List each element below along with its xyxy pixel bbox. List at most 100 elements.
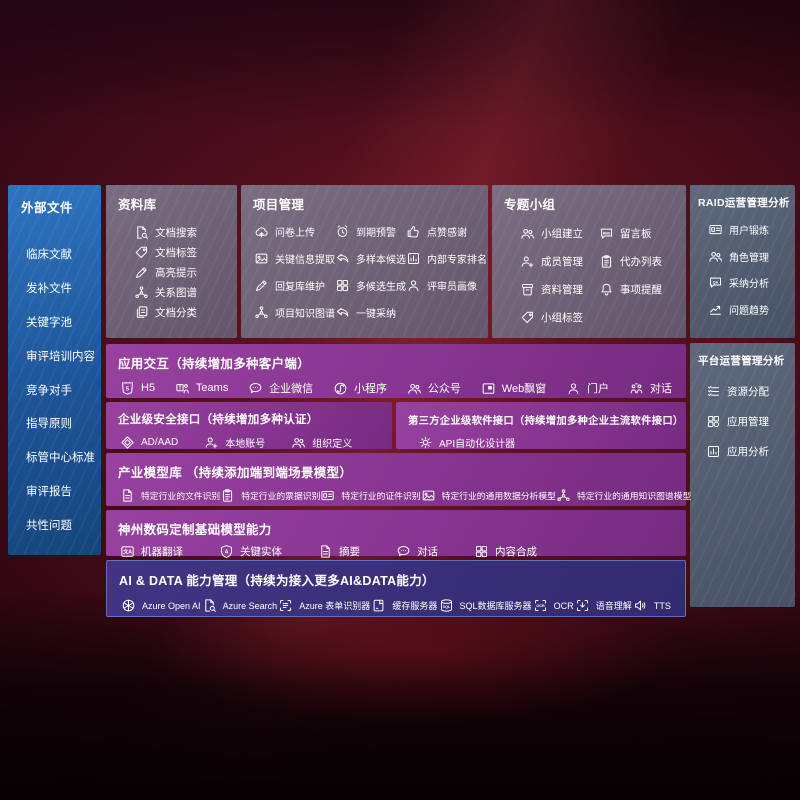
list-item[interactable]: 组织定义 (291, 435, 352, 450)
list-item[interactable]: 本地账号 (204, 435, 265, 450)
web-popup-icon (481, 381, 496, 396)
user-id-card-icon (708, 222, 723, 237)
azure-search-icon (202, 598, 217, 613)
industry-model-library-panel: 产业模型库 （持续添加端到端场景模型） 特定行业的文件识别 特定行业的票据识别 … (106, 453, 691, 506)
list-item[interactable]: 应用管理 (706, 414, 791, 429)
qa-chat-icon (708, 275, 723, 290)
list-item[interactable]: 评审员画像 (406, 278, 487, 293)
item-label: 点赞感谢 (427, 228, 467, 239)
item-label: 成员管理 (541, 256, 583, 268)
list-item[interactable]: 内部专家排名 (406, 251, 487, 266)
sidebar-items: 临床文献 发补文件 关键字池 审评培训内容 竞争对手 指导原则 标管中心标准 审… (21, 216, 95, 535)
list-item[interactable]: 缓存服务器 (371, 598, 437, 613)
list-item[interactable]: 用户锻炼 (708, 222, 789, 237)
list-item[interactable]: 事项提醒 (599, 282, 662, 297)
list-item[interactable]: 文档分类 (134, 305, 231, 320)
item-label: 一键采纳 (356, 309, 396, 320)
documents-icon (134, 305, 149, 320)
list-item[interactable]: 高亮提示 (134, 265, 231, 280)
list-item[interactable]: 对话 (629, 380, 672, 396)
list-item[interactable]: 资源分配 (706, 384, 791, 399)
list-item[interactable]: 内容合成 (474, 544, 537, 559)
project-management-panel: 项目管理 问卷上传 到期预警 点赞感谢 关键信息提取 多样本候选 内部专家排名 … (241, 185, 488, 338)
sidebar-item-guidelines[interactable]: 指导原则 (26, 418, 72, 431)
list-item[interactable]: 项目知识图谱 (254, 305, 335, 320)
list-item[interactable]: 语音理解 (575, 598, 632, 613)
list-item[interactable]: 文档搜索 (134, 225, 231, 240)
list-item[interactable]: SQL数据库服务器 (439, 598, 532, 613)
list-item[interactable]: 小程序 (333, 380, 387, 396)
list-item[interactable]: 角色管理 (708, 249, 789, 264)
list-item[interactable]: AD/AAD (120, 435, 178, 450)
item-label: 资料管理 (541, 284, 583, 296)
list-item[interactable]: H5 (120, 381, 155, 396)
list-item[interactable]: 采纳分析 (708, 275, 789, 290)
list-item[interactable]: 门户 (566, 380, 609, 396)
panel-title: 平台运营管理分析 (698, 355, 785, 367)
app-interaction-panel: 应用交互（持续增加多种客户端） H5 Teams 企业微信 小程序 公众号 We… (106, 344, 686, 398)
sidebar-item-common-issues[interactable]: 共性问题 (26, 520, 72, 532)
list-item[interactable]: Azure 表单识别器 (278, 598, 370, 613)
list-item[interactable]: 特定行业的通用知识图谱模型 (556, 488, 691, 503)
list-item[interactable]: 文档标签 (134, 245, 231, 260)
item-label: API自动化设计器 (439, 439, 516, 450)
list-item[interactable]: 关键实体 (219, 544, 282, 559)
list-item[interactable]: 对话 (396, 544, 438, 559)
list-item[interactable]: OCR (533, 598, 574, 613)
receipt-recognition-icon (220, 488, 235, 503)
trend-chart-icon (708, 302, 723, 317)
list-item[interactable]: 应用分析 (706, 444, 791, 459)
list-item[interactable]: 小组标签 (520, 310, 583, 325)
resource-list-icon (706, 384, 721, 399)
sidebar-item-review-reports[interactable]: 审评报告 (26, 486, 72, 499)
list-item[interactable]: 特定行业的票据识别 (220, 488, 320, 503)
list-item[interactable]: Web飘窗 (481, 380, 546, 396)
list-item[interactable]: 资料管理 (520, 282, 583, 297)
speech-understanding-icon (575, 598, 590, 613)
list-item[interactable]: API自动化设计器 (418, 435, 515, 450)
h5-icon (120, 381, 135, 396)
list-item[interactable]: 成员管理 (520, 254, 583, 269)
sidebar-item-review-training[interactable]: 审评培训内容 (26, 350, 95, 363)
item-label: 代办列表 (620, 256, 662, 268)
item-label: 用户锻炼 (729, 226, 769, 237)
item-label: 资源分配 (727, 386, 769, 398)
sidebar-item-center-standards[interactable]: 标管中心标准 (26, 452, 95, 465)
list-item[interactable]: 特定行业的通用数据分析模型 (421, 488, 556, 503)
list-item[interactable]: 机器翻译 (120, 544, 183, 559)
translate-icon (120, 544, 135, 559)
sidebar-item-clinical-literature[interactable]: 临床文献 (26, 249, 72, 261)
list-item[interactable]: 关键信息提取 (254, 251, 335, 266)
list-item[interactable]: 特定行业的文件识别 (120, 488, 220, 503)
item-label: 文档搜索 (155, 227, 197, 239)
app-analysis-icon (706, 444, 721, 459)
list-item[interactable]: 到期预警 (335, 224, 406, 239)
raid-operations-panel: RAID运营管理分析 用户锻炼 角色管理 采纳分析 问题趋势 (690, 185, 795, 338)
list-item[interactable]: 多候选生成 (335, 278, 406, 293)
list-item[interactable]: 问题趋势 (708, 302, 789, 317)
list-item[interactable]: 一键采纳 (335, 305, 406, 320)
list-item[interactable]: 摘要 (318, 544, 360, 559)
dialog-icon (629, 381, 644, 396)
list-item[interactable]: Azure Search (202, 598, 277, 613)
list-item[interactable]: 企业微信 (248, 380, 313, 396)
list-item[interactable]: TTS (633, 598, 671, 613)
sidebar-item-keyword-pool[interactable]: 关键字池 (26, 316, 72, 329)
list-item[interactable]: 公众号 (407, 380, 461, 396)
portal-icon (566, 381, 581, 396)
list-item[interactable]: 点赞感谢 (406, 224, 487, 239)
list-item[interactable]: 代办列表 (599, 254, 662, 269)
list-item[interactable]: 问卷上传 (254, 224, 335, 239)
list-item[interactable]: 关系图谱 (134, 285, 231, 300)
list-item[interactable]: 回复库维护 (254, 278, 335, 293)
sidebar-item-supplement-files[interactable]: 发补文件 (26, 282, 72, 295)
item-label: 应用分析 (727, 446, 769, 458)
list-item[interactable]: 多样本候选 (335, 251, 406, 266)
list-item[interactable]: 特定行业的证件识别 (320, 488, 421, 503)
list-item[interactable]: Teams (175, 381, 228, 396)
sidebar-item-competitors[interactable]: 竞争对手 (26, 384, 72, 397)
list-item[interactable]: Azure Open AI (121, 598, 201, 613)
list-item[interactable]: 留言板 (599, 226, 662, 241)
list-item[interactable]: 小组建立 (520, 226, 583, 241)
item-label: 多样本候选 (356, 255, 406, 266)
